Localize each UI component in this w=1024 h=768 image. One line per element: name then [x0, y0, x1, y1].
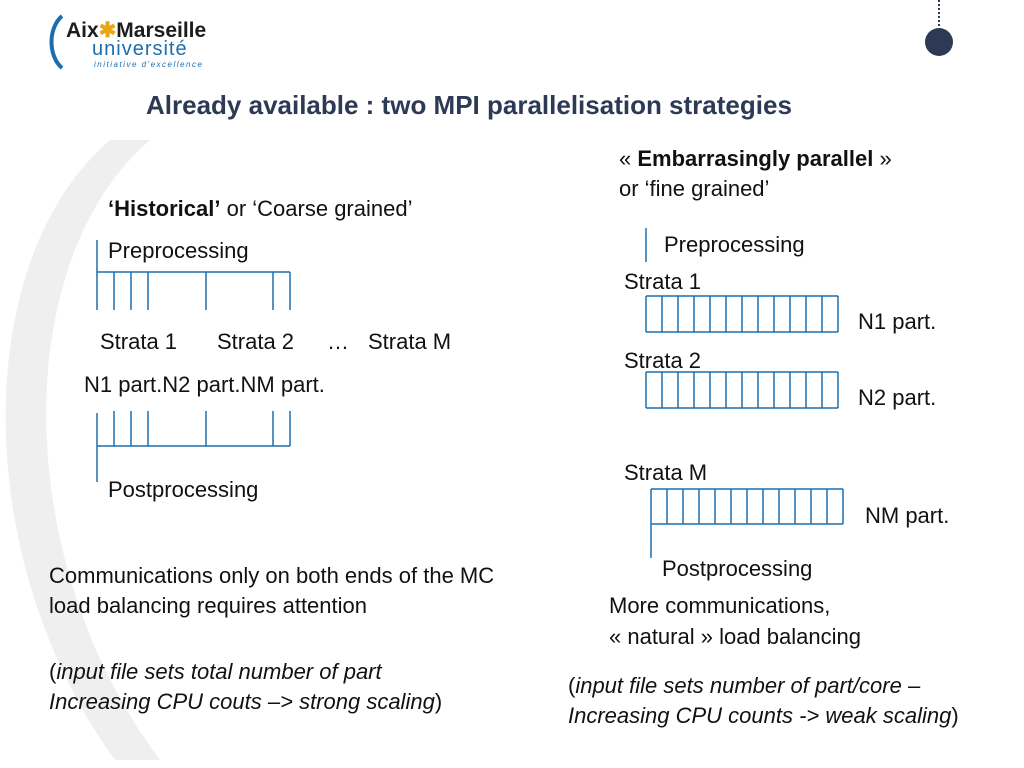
left-note-line-2: Increasing CPU couts –> strong scaling) [49, 689, 443, 714]
fine-grained-diagram [645, 228, 844, 558]
right-strata-m-label: Strata M [624, 460, 708, 485]
slide-title: Already available : two MPI parallelisat… [146, 90, 792, 120]
left-particle-counts: N1 part.N2 part.NM part. [84, 372, 325, 398]
university-logo-bracket [49, 14, 64, 70]
left-ellipsis-label: … [327, 329, 349, 354]
right-n1-label: N1 part. [858, 309, 937, 334]
coarse-grained-diagram [96, 240, 291, 482]
right-heading: « Embarrasingly parallel » [619, 146, 892, 171]
decor-dot [925, 28, 953, 56]
right-n2-label: N2 part. [858, 385, 937, 410]
left-strata-1-label: Strata 1 [100, 329, 178, 354]
logo-aix-marseille: Aix✱Marseille [66, 19, 207, 42]
right-preprocessing-label: Preprocessing [664, 232, 805, 257]
left-n2-label: N2 part. [162, 372, 241, 397]
right-postprocessing-label: Postprocessing [662, 556, 813, 581]
right-comm-line-2: « natural » load balancing [609, 624, 861, 649]
right-nm-label: NM part. [865, 503, 950, 528]
left-strata-2-label: Strata 2 [217, 329, 295, 354]
right-heading-line-2: or ‘fine grained’ [619, 176, 770, 201]
left-heading: ‘Historical’ or ‘Coarse grained’ [108, 196, 413, 221]
left-note-line-1: (input file sets total number of part [49, 659, 382, 684]
left-comm-line-1: Communications only on both ends of the … [49, 563, 495, 588]
left-n1-label: N1 part. [84, 372, 163, 397]
right-comm-line-1: More communications, [609, 593, 831, 618]
left-nm-label: NM part. [240, 372, 325, 397]
right-note-line-2: Increasing CPU counts -> weak scaling) [568, 703, 959, 728]
logo-universite: université [92, 38, 188, 60]
right-strata-1-label: Strata 1 [624, 269, 702, 294]
decor-dotted-line [938, 0, 940, 26]
left-comm-line-2: load balancing requires attention [49, 593, 368, 618]
left-postprocessing-label: Postprocessing [108, 477, 259, 502]
left-strata-m-label: Strata M [368, 329, 452, 354]
left-preprocessing-label: Preprocessing [108, 238, 249, 263]
logo-tagline: initiative d'excellence [94, 60, 204, 69]
right-strata-2-label: Strata 2 [624, 348, 702, 373]
right-note-line-1: (input file sets number of part/core – [568, 673, 921, 698]
